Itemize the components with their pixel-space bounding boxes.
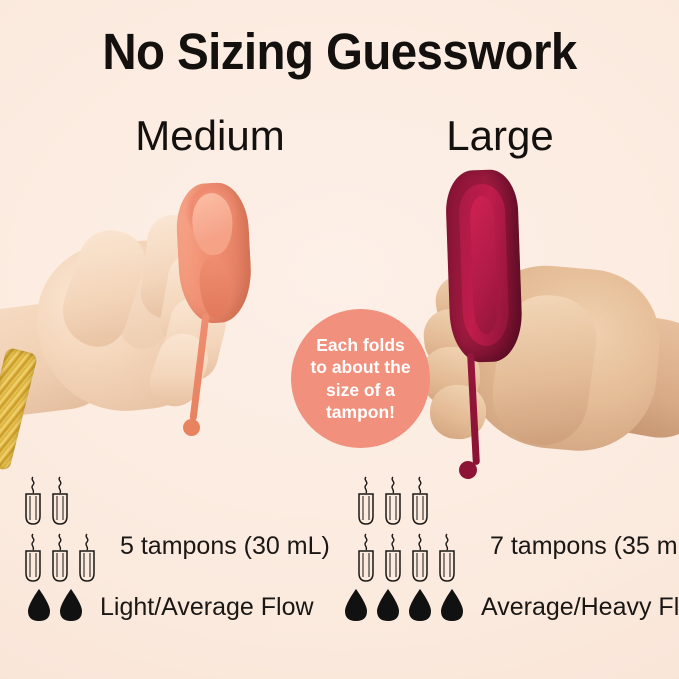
tampon-icon — [22, 532, 44, 589]
badge-line-1: Each folds — [316, 334, 405, 355]
spec-medium: 5 tampons (30 mL) Light/Average Flow — [22, 476, 342, 648]
tampon-icon-group-medium — [22, 476, 192, 589]
badge-line-2: to about the — [310, 357, 411, 378]
page-title: No Sizing Guesswork — [102, 23, 577, 80]
hand-holding-large-disc — [392, 243, 679, 473]
fold-size-badge: Each folds to about the size of a tampon… — [291, 309, 430, 448]
droplet-icon — [58, 588, 84, 627]
flow-row-medium: Light/Average Flow — [26, 588, 314, 627]
droplet-icon — [375, 588, 401, 627]
tampon-icon — [409, 532, 431, 589]
large-menstrual-disc — [444, 168, 524, 364]
fold-size-badge-text: Each folds to about the size of a tampon… — [310, 334, 410, 424]
tampon-icon — [382, 532, 404, 589]
tampon-icon-group-large — [355, 476, 525, 589]
droplet-icon — [439, 588, 465, 627]
size-heading-medium: Medium — [135, 112, 285, 159]
tampon-icon — [382, 475, 404, 532]
tampon-icon-row — [355, 476, 525, 532]
flow-label-large: Average/Heavy Flow — [481, 593, 679, 621]
badge-line-3: size of a — [325, 379, 396, 400]
tampon-icon — [436, 532, 458, 589]
droplet-icon — [407, 588, 433, 627]
spec-large: 7 tampons (35 mL) Average/Heavy Flow — [345, 476, 679, 648]
tampon-icon — [49, 532, 71, 589]
droplet-icon — [26, 588, 52, 627]
tampon-icon — [409, 475, 431, 532]
tampon-icon — [22, 475, 44, 532]
tampon-icon — [76, 532, 98, 589]
tampon-icon-row — [355, 533, 525, 589]
flow-row-large: Average/Heavy Flow — [343, 588, 679, 627]
size-heading-large: Large — [446, 112, 554, 159]
flow-label-medium: Light/Average Flow — [100, 593, 314, 621]
tampon-icon — [355, 532, 377, 589]
droplet-icon — [343, 588, 369, 627]
capacity-label-large: 7 tampons (35 mL) — [490, 532, 679, 560]
tampon-icon-row — [22, 476, 192, 532]
badge-line-4: tampon! — [325, 401, 396, 422]
capacity-label-medium: 5 tampons (30 mL) — [120, 532, 330, 560]
tampon-icon — [355, 475, 377, 532]
tampon-icon — [49, 475, 71, 532]
tampon-icon-row — [22, 533, 192, 589]
